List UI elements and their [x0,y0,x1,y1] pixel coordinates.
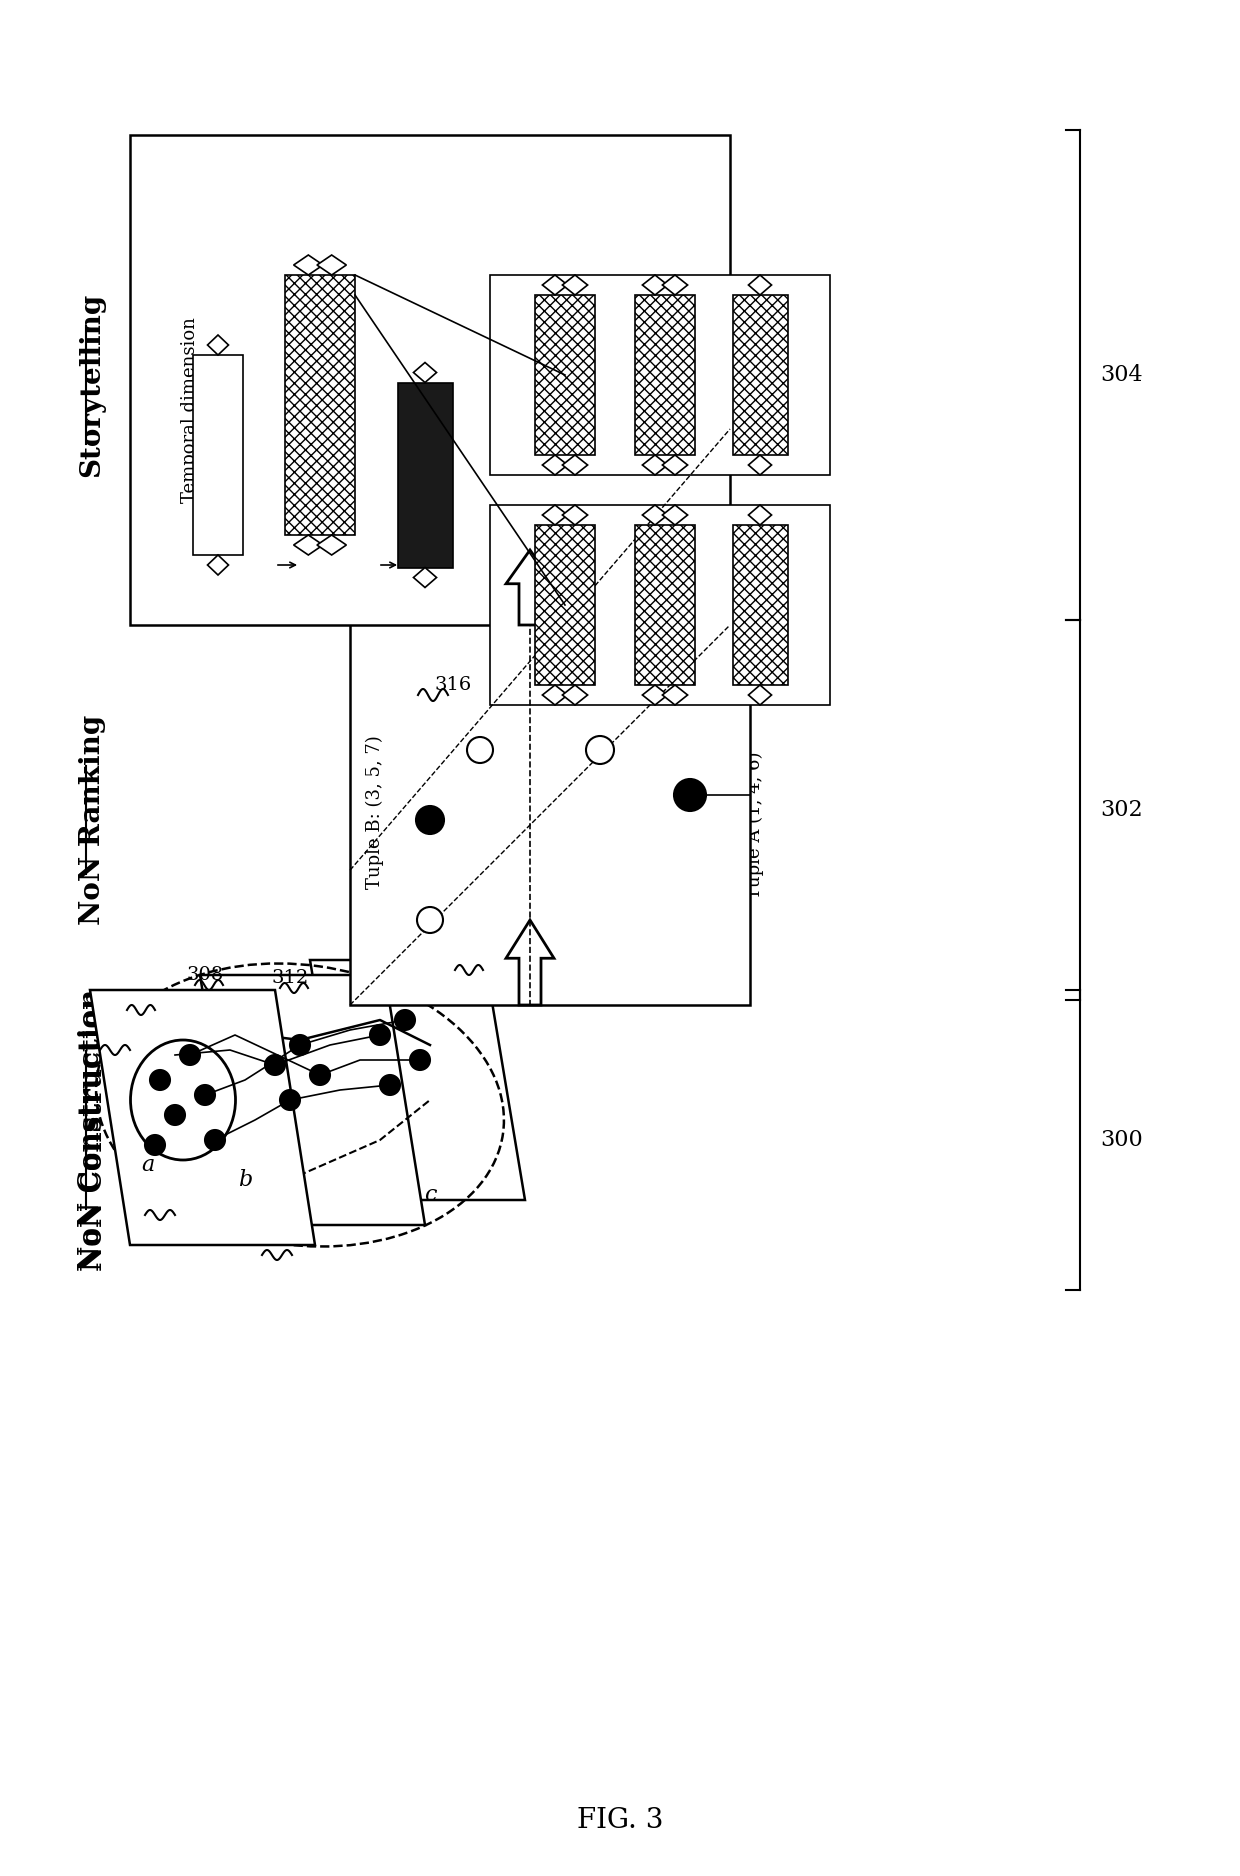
Circle shape [410,1051,430,1069]
Circle shape [396,1009,415,1030]
Text: 310: 310 [118,991,156,1009]
Bar [635,525,694,685]
Text: 306: 306 [99,1022,136,1041]
Polygon shape [749,456,771,475]
Polygon shape [662,505,688,525]
Bar [350,619,750,1006]
Circle shape [205,1129,224,1150]
Circle shape [280,1090,300,1111]
Bar [733,525,787,685]
Polygon shape [642,276,667,295]
Polygon shape [642,456,667,475]
Bar [490,505,830,705]
Text: NoN Ranking: NoN Ranking [78,715,105,925]
Polygon shape [542,456,568,475]
Circle shape [675,779,706,810]
Polygon shape [207,555,228,576]
Text: c: c [424,1184,436,1206]
Polygon shape [749,276,771,295]
Bar [193,355,243,555]
Polygon shape [749,505,771,525]
Polygon shape [294,535,324,555]
Polygon shape [506,550,554,625]
Polygon shape [542,685,568,705]
Circle shape [195,1084,215,1105]
Bar [490,276,830,475]
Text: FIG. 3: FIG. 3 [577,1807,663,1833]
Polygon shape [642,685,667,705]
Circle shape [415,807,444,835]
Text: 312: 312 [272,970,309,987]
Text: Tuple B: (3, 5, 7): Tuple B: (3, 5, 7) [366,735,384,889]
Circle shape [467,737,494,764]
Circle shape [379,1075,401,1096]
Polygon shape [310,961,525,1201]
Polygon shape [207,336,228,355]
Text: NoN Construction: NoN Construction [78,989,105,1272]
Polygon shape [662,456,688,475]
Polygon shape [542,276,568,295]
Text: Tuple A (1, 4, 6): Tuple A (1, 4, 6) [746,750,764,899]
Bar [534,525,595,685]
Circle shape [417,906,443,932]
Polygon shape [749,685,771,705]
Polygon shape [563,456,588,475]
Polygon shape [294,255,324,276]
Polygon shape [563,685,588,705]
Circle shape [310,1066,330,1084]
Text: 306: 306 [262,1229,299,1246]
Text: 308: 308 [186,966,223,985]
Text: 302: 302 [1100,799,1142,822]
Circle shape [150,1069,170,1090]
Polygon shape [542,505,568,525]
Text: Storytelling: Storytelling [78,293,105,477]
Text: 304: 304 [1100,364,1142,386]
Circle shape [587,735,614,764]
Circle shape [290,1036,310,1054]
Text: b: b [238,1169,252,1191]
Polygon shape [91,991,315,1246]
Bar [285,276,355,535]
Bar [534,295,595,456]
Circle shape [145,1135,165,1156]
Circle shape [180,1045,200,1066]
Text: a: a [141,1154,155,1176]
Polygon shape [563,505,588,525]
Bar [130,135,730,625]
Polygon shape [662,276,688,295]
Polygon shape [317,535,346,555]
Text: Temporal dimension: Temporal dimension [181,317,198,503]
Circle shape [265,1054,285,1075]
Polygon shape [413,362,436,383]
Circle shape [165,1105,185,1126]
Bar [635,295,694,456]
Polygon shape [506,919,554,1006]
Polygon shape [563,276,588,295]
Text: NoN Construction: NoN Construction [82,989,109,1272]
Polygon shape [317,255,346,276]
Polygon shape [642,505,667,525]
Polygon shape [413,568,436,587]
Text: 314: 314 [446,951,484,970]
Text: 316: 316 [435,675,472,694]
Text: 306: 306 [144,1188,181,1206]
Text: 300: 300 [1100,1129,1143,1152]
Polygon shape [662,685,688,705]
Bar [398,383,453,568]
Circle shape [370,1024,391,1045]
Bar [733,295,787,456]
Polygon shape [200,976,425,1225]
